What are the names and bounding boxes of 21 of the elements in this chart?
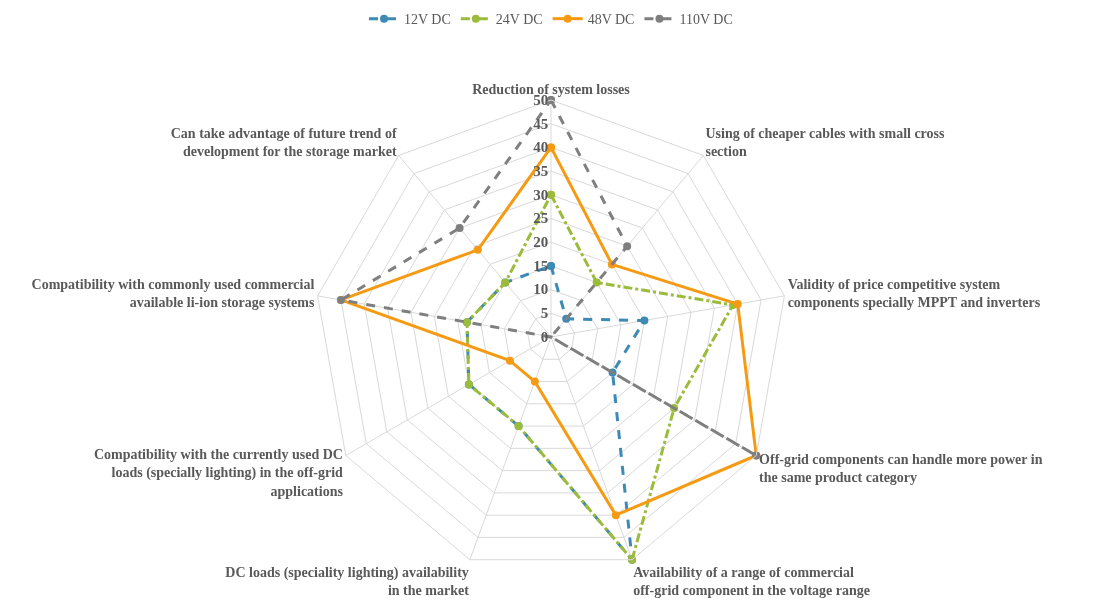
y-tick-label: 25 xyxy=(533,210,549,227)
spoke-label: Validity of price competitive system components specially MPPT and inverters xyxy=(787,276,1041,311)
legend-label: 110V DC xyxy=(679,12,733,28)
spoke-label: Using of cheaper cables with small cross section xyxy=(705,125,946,160)
y-tick-label: 5 xyxy=(540,305,549,322)
y-tick-label: 10 xyxy=(533,281,549,298)
legend-label: 48V DC xyxy=(587,12,635,28)
legend-label: 24V DC xyxy=(495,12,543,28)
y-tick-label: 45 xyxy=(533,115,549,132)
spoke-label: Off-grid components can handle more power in the same product category xyxy=(759,451,1043,486)
spoke-label: Compatibility with commonly used commercial available li-ion storage systems xyxy=(31,276,315,311)
spoke-label: Availability of a range of commercial off-grid component in the voltage range xyxy=(633,565,870,599)
y-tick-label: 20 xyxy=(533,234,549,251)
spoke-label: DC loads (speciality lighting) availability in the market xyxy=(225,565,470,599)
y-tick-label: 0 xyxy=(540,328,549,345)
legend-label: 12V DC xyxy=(404,12,451,28)
spoke-label: Can take advantage of future trend of development for the storage market xyxy=(170,125,397,160)
y-tick-label: 30 xyxy=(533,186,549,203)
y-tick-label: 35 xyxy=(533,162,549,179)
y-tick-label: 40 xyxy=(533,139,549,156)
spoke-label: Compatibility with the currently used DC loads (specially lighting) in the off-grid applications xyxy=(93,447,344,499)
